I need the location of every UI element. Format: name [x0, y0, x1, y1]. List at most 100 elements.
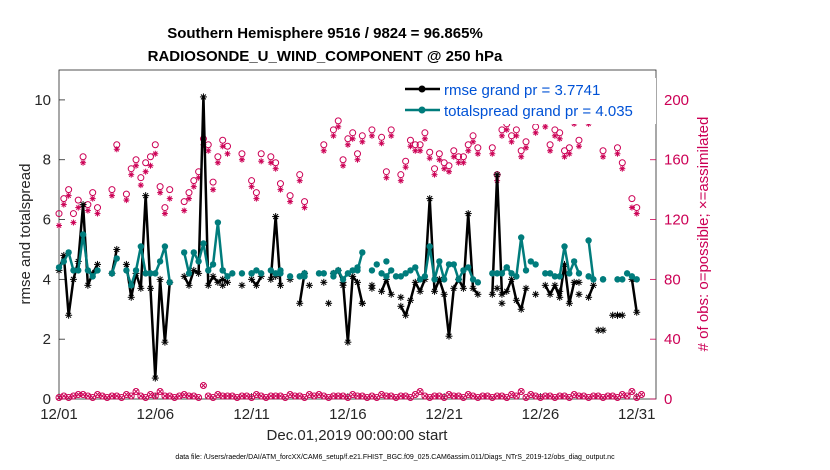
- obs-bottom-assimilated-point: [220, 393, 226, 399]
- right-tick-label: 0: [664, 391, 672, 408]
- obs-assimilated-point-d2: [504, 127, 510, 133]
- obs-assimilated-point: [474, 150, 481, 157]
- totalspread-point: [421, 273, 429, 280]
- obs-bottom-assimilated-point-stroke-b: [244, 393, 250, 399]
- obs-bottom-assimilated-point: [605, 393, 611, 399]
- obs-assimilated-point-d2: [167, 196, 173, 202]
- obs-possible-point: [445, 162, 453, 170]
- rmse-point: [190, 266, 198, 274]
- obs-bottom-assimilated-point: [523, 395, 529, 400]
- obs-assimilated-point: [258, 158, 265, 165]
- left-tick-label: 10: [34, 92, 51, 109]
- obs-assimilated-point: [65, 192, 72, 199]
- obs-bottom-assimilated-point: [639, 392, 644, 397]
- rmse-point: [349, 272, 357, 280]
- rmse-point-d2: [272, 213, 279, 220]
- rmse-point: [137, 284, 145, 292]
- rmse-point: [296, 299, 304, 307]
- legend: rmse grand pr = 3.7741 totalspread grand…: [400, 78, 656, 124]
- rmse-point: [65, 311, 73, 319]
- obs-bottom-assimilated-point-stroke-b: [335, 393, 341, 399]
- rmse-point-d2: [407, 297, 414, 304]
- rmse-point-d2: [152, 375, 159, 381]
- obs-assimilated-point-d2: [148, 163, 153, 169]
- obs-assimilated-point-d2: [239, 157, 245, 163]
- obs-possible-point: [224, 142, 232, 150]
- obs-assimilated-point-d2: [470, 139, 476, 145]
- obs-possible-point: [512, 126, 520, 134]
- obs-assimilated-point: [214, 159, 221, 166]
- obs-bottom-possible-point: [512, 392, 520, 400]
- obs-assimilated-point-d2: [629, 205, 635, 211]
- obs-bottom-assimilated-point: [432, 393, 437, 399]
- obs-bottom-possible-point: [354, 392, 361, 400]
- obs-assimilated-point: [287, 198, 294, 205]
- right-y-axis: 0 40 80 120 160 200: [650, 92, 689, 408]
- obs-possible-point: [301, 198, 309, 206]
- obs-bottom-assimilated-point-stroke-b: [249, 395, 254, 400]
- obs-assimilated-point: [94, 210, 101, 217]
- totalspread-point: [108, 270, 116, 277]
- obs-assimilated-point: [152, 150, 159, 157]
- obs-assimilated-point: [542, 123, 549, 130]
- legend-rmse-label: rmse grand pr = 3.7741: [444, 82, 600, 99]
- totalspread-point: [339, 276, 347, 283]
- obs-assimilated-point: [503, 126, 510, 133]
- obs-assimilated-point: [436, 156, 443, 163]
- obs-assimilated-point: [460, 159, 467, 166]
- totalspread-point: [113, 255, 120, 262]
- obs-bottom-assimilated-point-stroke-b: [268, 393, 274, 399]
- obs-bottom-assimilated-point-stroke-b: [331, 393, 336, 399]
- obs-bottom-assimilated-point-stroke-b: [215, 392, 221, 397]
- obs-assimilated-point-d2: [225, 151, 230, 157]
- obs-possible-point: [382, 168, 390, 176]
- obs-bottom-possible-point: [416, 388, 424, 396]
- obs-bottom-assimilated-point-stroke-b: [615, 395, 620, 400]
- left-tick-label: 2: [43, 331, 51, 348]
- totalspread-isolated-point: [373, 261, 380, 268]
- obs-assimilated-point: [56, 222, 62, 229]
- rmse-point-d2: [446, 333, 452, 339]
- obs-assimilated-point: [383, 174, 390, 181]
- obs-bottom-assimilated-point-stroke-b: [379, 392, 384, 397]
- rmse-point: [238, 281, 246, 289]
- x-tick-label: 12/16: [329, 406, 367, 423]
- obs-bottom-assimilated-point: [624, 393, 630, 399]
- obs-possible-point: [55, 210, 63, 218]
- rmse-point: [397, 302, 405, 310]
- obs-bottom-assimilated-point-stroke-b: [629, 389, 635, 394]
- obs-assimilated-point-d2: [345, 142, 351, 148]
- obs-possible-point: [219, 136, 227, 144]
- obs-assimilated-point-d2: [302, 205, 307, 211]
- obs-bottom-assimilated-point-stroke-b: [432, 393, 437, 399]
- obs-bottom-assimilated-point-stroke-b: [542, 393, 548, 399]
- obs-bottom-assimilated-point-stroke-b: [109, 393, 115, 399]
- obs-bottom-assimilated-point: [345, 395, 351, 400]
- obs-possible-point: [378, 133, 386, 141]
- obs-bottom-assimilated-point-stroke-b: [80, 392, 86, 397]
- legend-rmse-marker: [418, 85, 426, 93]
- obs-bottom-assimilated-point-stroke-b: [619, 392, 625, 397]
- totalspread-point: [185, 270, 193, 277]
- rmse-line-segment: [183, 95, 229, 287]
- obs-bottom-assimilated-point-stroke-b: [61, 393, 67, 399]
- totalspread-point: [190, 249, 198, 256]
- rmse-point: [469, 284, 477, 292]
- rmse-point-d2: [619, 312, 626, 319]
- rmse-point-d2: [215, 279, 221, 286]
- obs-bottom-possible-point: [628, 388, 636, 396]
- obs-assimilated-point-d2: [523, 145, 529, 151]
- totalspread-point: [238, 270, 246, 277]
- rmse-point: [146, 284, 154, 292]
- rmse-line-segment: [630, 279, 638, 313]
- obs-bottom-assimilated-point: [119, 395, 124, 400]
- obs-possible-point: [575, 136, 583, 144]
- obs-possible-point: [166, 186, 174, 194]
- obs-bottom-assimilated-point-stroke-b: [292, 393, 298, 399]
- data-file-footnote: data file: /Users/raeder/DAI/ATM_forcXX/…: [175, 454, 615, 461]
- obs-bottom-assimilated-point-stroke-b: [605, 393, 611, 399]
- obs-bottom-assimilated-point: [152, 393, 158, 399]
- rmse-isolated-point-d2: [219, 282, 226, 289]
- obs-assimilated-point-d2: [186, 196, 192, 202]
